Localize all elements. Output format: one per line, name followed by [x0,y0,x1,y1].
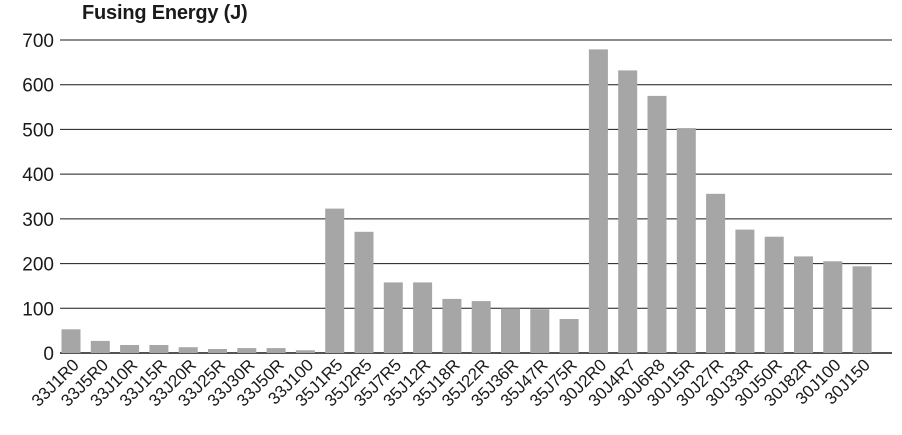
bar-33j1r0 [61,329,81,353]
bar-35j22r [471,301,491,353]
x-axis-ticks: 33J1R033J5R033J10R33J15R33J20R33J25R33J3… [28,355,874,410]
bar-35j18r [442,298,462,353]
bar-30j27r [706,193,726,353]
bar-33j50r [266,348,286,353]
bar-30j15r [676,128,696,353]
bar-33j20r [178,347,198,353]
y-tick-label: 500 [22,120,54,141]
y-tick-label: 700 [22,31,54,52]
bar-35j36r [501,308,520,353]
chart-title: Fusing Energy (J) [82,2,248,24]
y-tick-label: 300 [22,210,54,231]
bar-35j47r [530,309,550,353]
bar-35j1r5 [325,208,345,353]
y-tick-label: 600 [22,76,54,97]
bar-35j12r [413,282,433,353]
bar-30j4r7 [618,70,638,354]
y-tick-label: 200 [22,255,54,276]
bar-30j82r [794,256,813,353]
y-tick-label: 100 [22,299,54,320]
bar-35j7r5 [383,282,403,353]
bar-30j2r0 [588,49,608,354]
bar-33j5r0 [90,340,110,353]
bar-35j2r5 [354,231,374,353]
bar-33j100 [295,350,315,353]
y-tick-label: 400 [22,165,54,186]
bar-30j150 [852,266,872,353]
bar-33j30r [237,348,257,353]
bar-30j50r [764,236,784,353]
bar-33j10r [120,345,140,353]
y-tick-label: 0 [43,344,54,365]
y-axis-ticks: 0 100 200 300 400 500 600 700 [22,31,54,365]
bar-30j6r8 [647,95,667,354]
bar-30j33r [735,229,755,353]
bar-33j25r [208,349,227,353]
bar-30j100 [823,261,843,353]
bar-35j75r [559,319,579,353]
bars [61,49,872,354]
bar-33j15r [149,345,169,353]
